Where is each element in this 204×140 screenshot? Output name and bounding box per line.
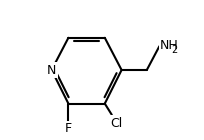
Text: 2: 2 [171, 45, 177, 55]
Text: NH: NH [160, 39, 179, 52]
Text: F: F [65, 122, 72, 135]
Text: Cl: Cl [110, 117, 122, 130]
Text: N: N [47, 64, 56, 76]
